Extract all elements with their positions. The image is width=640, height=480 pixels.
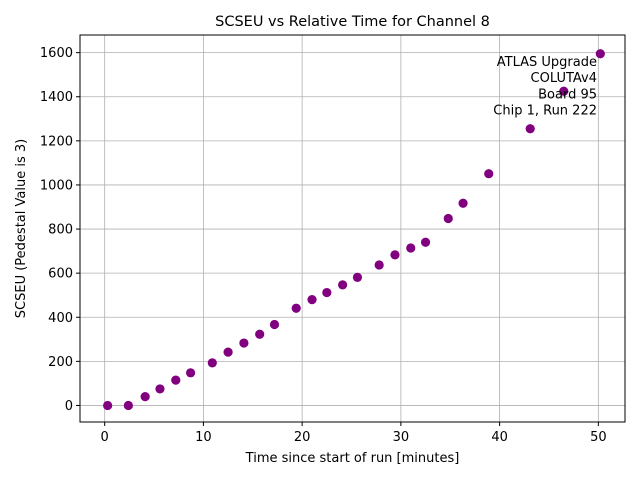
data-point <box>322 287 332 298</box>
data-point <box>390 250 400 260</box>
y-tick-label: 1000 <box>40 178 73 193</box>
data-point <box>406 243 416 253</box>
y-axis-label: SCSEU (Pedestal Value is 3) <box>14 139 29 318</box>
annotation-line: ATLAS Upgrade <box>497 55 597 70</box>
y-tick-label: 0 <box>65 399 73 414</box>
plot-frame <box>79 34 626 423</box>
data-point <box>269 319 280 330</box>
data-point <box>103 400 113 411</box>
y-tick-label: 800 <box>48 223 73 238</box>
x-tick-label: 0 <box>101 430 109 445</box>
x-axis-label: Time since start of run [minutes] <box>245 451 460 466</box>
x-tick-label: 10 <box>195 430 212 445</box>
x-tick-label: 20 <box>294 430 311 445</box>
data-point <box>171 375 181 385</box>
data-point <box>525 124 535 134</box>
data-point <box>443 213 453 224</box>
y-tick-label: 400 <box>48 311 73 326</box>
data-point <box>155 384 165 394</box>
data-point <box>207 358 217 368</box>
data-point <box>123 400 133 411</box>
y-tick-label: 1600 <box>40 46 73 61</box>
data-point <box>484 169 494 179</box>
data-points <box>103 49 605 411</box>
grid <box>80 35 625 422</box>
y-tick-label: 200 <box>48 355 73 370</box>
annotation-line: COLUTAv4 <box>531 71 597 86</box>
annotation-line: Board 95 <box>538 87 597 102</box>
data-point <box>140 392 150 402</box>
data-point <box>458 198 468 208</box>
x-tick-label: 40 <box>491 430 508 445</box>
data-point <box>185 368 196 378</box>
data-point <box>223 347 233 357</box>
x-tick-label: 30 <box>393 430 410 445</box>
chart-title: SCSEU vs Relative Time for Channel 8 <box>215 14 490 30</box>
data-point <box>307 295 317 305</box>
data-point <box>352 272 363 282</box>
data-point <box>559 86 569 96</box>
y-tick-label: 600 <box>48 267 73 282</box>
data-point <box>374 260 384 270</box>
data-point <box>338 280 348 290</box>
data-point <box>420 237 431 247</box>
y-tick-label: 1400 <box>40 90 73 105</box>
y-tick-label: 1200 <box>40 134 73 149</box>
axis-ticks: 0 10 20 30 40 50 0 200 400 600 800 1000 1200 1400 1600 <box>40 46 607 445</box>
x-tick-label: 50 <box>590 430 607 445</box>
data-point <box>595 49 605 59</box>
data-point <box>239 338 249 348</box>
annotation-line: Chip 1, Run 222 <box>493 104 597 119</box>
data-point <box>255 329 265 339</box>
data-point <box>291 303 301 313</box>
